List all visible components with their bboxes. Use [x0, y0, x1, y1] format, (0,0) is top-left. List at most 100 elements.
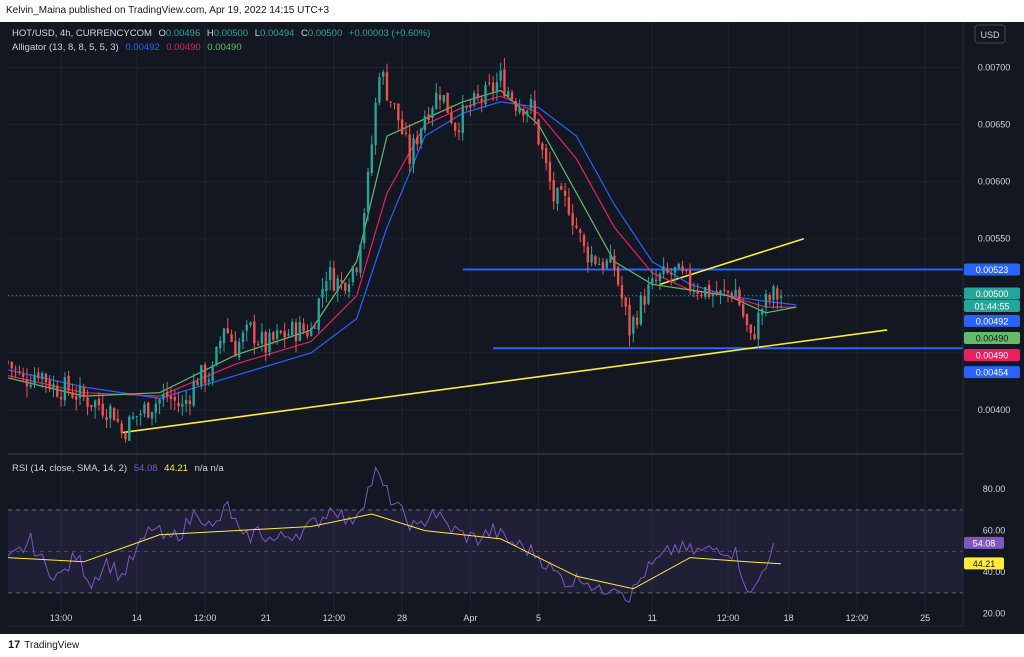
candle-body — [590, 254, 593, 263]
candle-body — [82, 387, 85, 398]
candle-body — [283, 330, 286, 338]
symbol-label: HOT/USD, 4h, CURRENCYCOM — [12, 28, 152, 39]
chart-area[interactable]: 0.00700 0.00650 0.00600 0.00550 0.00500 0.004… — [0, 22, 1024, 634]
candle-body — [135, 416, 139, 418]
price-tick-label: 0.00600 — [978, 177, 1011, 187]
candle-body — [514, 101, 517, 111]
candle-body — [738, 289, 741, 305]
candle-body — [609, 253, 612, 263]
candle-body — [704, 287, 707, 297]
time-tick-label: 12:00 — [717, 613, 740, 623]
candle-body — [196, 381, 199, 386]
candle-body — [567, 197, 571, 215]
candle-body — [416, 136, 419, 145]
candle-body — [124, 433, 127, 440]
candle-body — [658, 273, 662, 282]
price-axis[interactable]: 0.00700 0.00650 0.00600 0.00550 0.00500 0.004… — [978, 63, 1011, 415]
price-and-rsi-chart[interactable]: 0.00700 0.00650 0.00600 0.00550 0.00500 0.004… — [0, 22, 1024, 634]
candle-body — [419, 128, 423, 144]
publisher-bar: Kelvin_Maina published on TradingView.co… — [0, 0, 1024, 22]
candle-body — [685, 270, 688, 272]
candle-body — [635, 317, 639, 325]
candle-body — [245, 324, 248, 331]
candle-body — [131, 416, 135, 419]
candle-body — [632, 316, 635, 334]
candle-body — [571, 213, 574, 226]
candle-body — [393, 103, 396, 105]
candle-body — [442, 95, 445, 102]
candle-body — [260, 332, 264, 344]
candle-body — [586, 246, 589, 263]
candle-body — [351, 266, 355, 283]
candle-body — [359, 244, 362, 273]
rsi-axis[interactable]: 80.00 60.00 40.00 20.00 — [983, 484, 1006, 619]
candle-body — [522, 108, 525, 116]
candle-body — [363, 213, 366, 244]
candle-body — [105, 417, 108, 421]
candle-body — [52, 384, 55, 390]
candle-body — [639, 295, 643, 325]
price-label-text: 0.00492 — [976, 316, 1009, 326]
price-axis-labels: 0.00523 0.00500 01:44:55 0.00492 0.00490 0.00… — [964, 263, 1020, 379]
currency-label: USD — [980, 30, 1000, 40]
candle-body — [776, 288, 779, 300]
candle-body — [14, 368, 17, 370]
candle-body — [200, 365, 203, 386]
rsi-value-text: 44.21 — [973, 559, 996, 569]
candle-body — [56, 385, 59, 397]
candle-body — [21, 374, 25, 377]
rsi-extra-values: n/a n/a — [195, 463, 225, 474]
candle-body — [643, 296, 646, 305]
candlestick-series[interactable] — [7, 57, 783, 443]
candle-body — [184, 400, 188, 404]
candle-body — [465, 106, 468, 108]
rsi-legend-label: RSI (14, close, SMA, 14, 2) — [12, 463, 127, 474]
candle-body — [491, 82, 495, 92]
candle-body — [317, 298, 320, 331]
candle-body — [670, 273, 673, 275]
alligator-legend-label: Alligator (13, 8, 8, 5, 5, 3) — [12, 42, 119, 53]
candle-body — [499, 70, 502, 81]
tradingview-brand: TradingView — [24, 640, 80, 651]
candle-body — [211, 365, 214, 381]
price-label-text: 01:44:55 — [974, 302, 1009, 312]
candle-body — [507, 91, 510, 97]
time-tick-label: 5 — [536, 613, 541, 623]
currency-button[interactable]: USD — [974, 24, 1006, 44]
rsi-sma-value: 44.21 — [164, 463, 188, 474]
candle-body — [696, 291, 699, 294]
candle-body — [461, 104, 464, 134]
candle-body — [503, 69, 506, 97]
candle-body — [382, 72, 385, 77]
time-axis[interactable]: 13:00 14 12:00 21 12:00 28 Apr 5 11 12:00 18 12:00 2… — [50, 613, 930, 623]
candle-body — [423, 116, 427, 131]
candle-body — [662, 266, 665, 274]
close-label: C — [301, 28, 308, 39]
candle-body — [647, 284, 650, 304]
candle-body — [779, 296, 783, 299]
candle-body — [541, 143, 544, 150]
low-value: 0.00494 — [260, 28, 294, 39]
candle-body — [408, 134, 411, 164]
candle-body — [734, 289, 737, 297]
candle-body — [563, 190, 567, 196]
price-label-text: 0.00500 — [976, 289, 1009, 299]
trend-drawings[interactable] — [8, 237, 963, 434]
candle-body — [287, 334, 290, 336]
candle-body — [628, 304, 631, 336]
candle-body — [139, 413, 142, 415]
candle-body — [730, 293, 734, 299]
time-tick-label: 12:00 — [194, 613, 217, 623]
grid-lines — [8, 22, 963, 626]
candle-body — [336, 278, 339, 292]
candle-body — [757, 312, 760, 340]
candle-body — [715, 291, 718, 295]
candle-body — [753, 334, 756, 340]
price-label-box — [964, 314, 1020, 327]
candle-body — [651, 278, 654, 285]
candle-body — [154, 403, 157, 413]
candle-body — [71, 392, 74, 398]
candle-body — [745, 314, 749, 325]
candle-body — [332, 267, 336, 291]
candle-body — [510, 92, 514, 100]
